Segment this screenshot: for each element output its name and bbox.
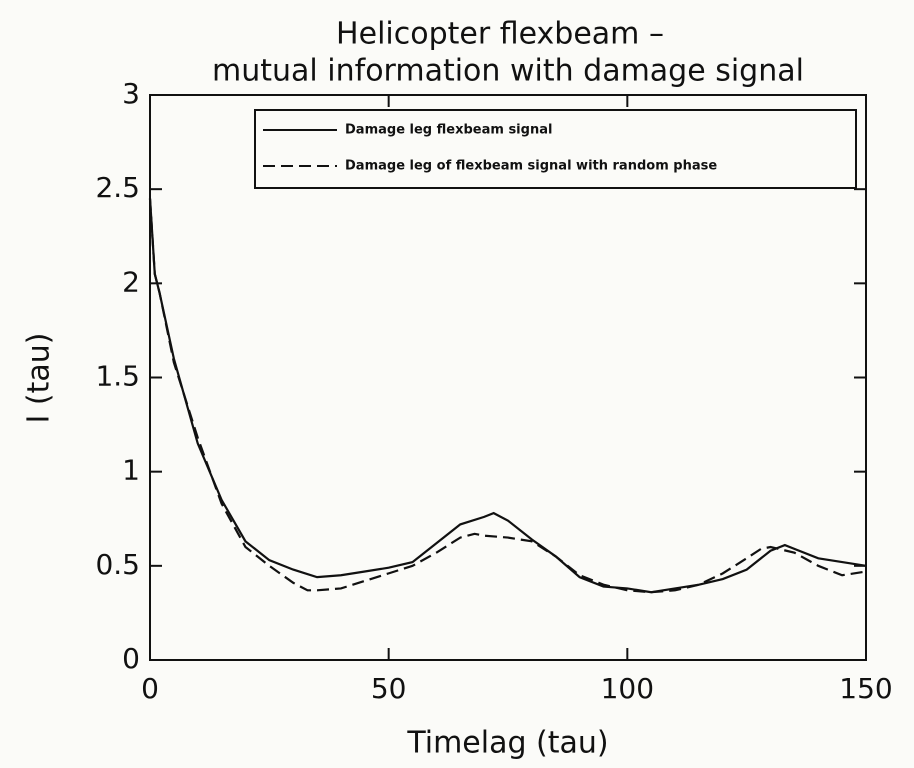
x-tick-label: 0 (141, 672, 159, 705)
legend-label: Damage leg of flexbeam signal with rando… (345, 159, 717, 174)
x-tick-label: 150 (839, 672, 892, 705)
chart-title-line: mutual information with damage signal (212, 54, 804, 89)
y-tick-label: 0.5 (95, 548, 140, 581)
data-line (148, 198, 867, 594)
y-tick-label: 2.5 (95, 171, 140, 204)
y-tick-label: 0 (122, 642, 140, 675)
y-tick-label: 3 (122, 77, 140, 110)
x-tick-label: 50 (371, 672, 407, 705)
data-line (148, 198, 867, 594)
x-tick-label: 100 (601, 672, 654, 705)
y-tick-label: 1.5 (95, 360, 140, 393)
x-axis-label: Timelag (tau) (406, 726, 608, 761)
legend-label: Damage leg flexbeam signal (345, 123, 552, 138)
chart-title-line: Helicopter flexbeam – (336, 17, 664, 52)
legend-box (254, 109, 857, 189)
y-tick-label: 1 (122, 454, 140, 487)
y-tick-label: 2 (122, 265, 140, 298)
y-axis-label: I (tau) (22, 333, 57, 424)
